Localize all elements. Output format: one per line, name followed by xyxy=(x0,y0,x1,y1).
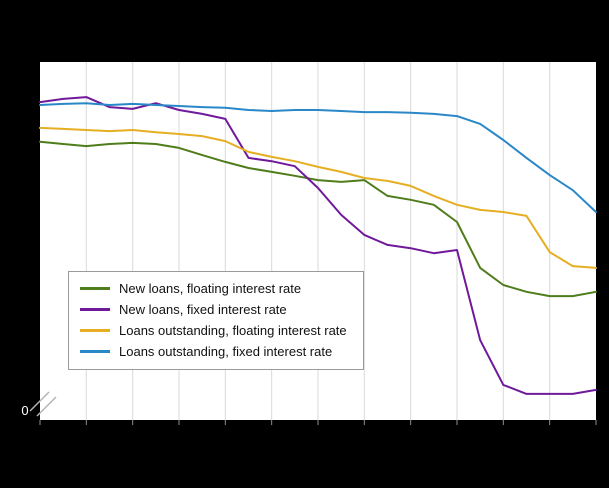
axis-break-icon xyxy=(36,396,57,417)
axis-break-icon xyxy=(29,391,50,412)
legend-item: Loans outstanding, floating interest rat… xyxy=(80,321,347,340)
legend-label: Loans outstanding, floating interest rat… xyxy=(119,323,347,338)
legend: New loans, floating interest rate New lo… xyxy=(68,271,364,370)
series-line xyxy=(39,102,597,213)
legend-item: New loans, fixed interest rate xyxy=(80,300,347,319)
legend-item: Loans outstanding, fixed interest rate xyxy=(80,342,347,361)
legend-label: New loans, floating interest rate xyxy=(119,281,302,296)
series-line xyxy=(39,140,597,298)
series-line xyxy=(39,96,597,395)
legend-line-swatch xyxy=(80,350,110,353)
legend-line-swatch xyxy=(80,287,110,290)
legend-line-swatch xyxy=(80,329,110,332)
legend-line-swatch xyxy=(80,308,110,311)
legend-label: New loans, fixed interest rate xyxy=(119,302,287,317)
series-line xyxy=(39,126,597,269)
legend-label: Loans outstanding, fixed interest rate xyxy=(119,344,333,359)
y-axis-zero-label: 0 xyxy=(21,403,29,418)
legend-item: New loans, floating interest rate xyxy=(80,279,347,298)
